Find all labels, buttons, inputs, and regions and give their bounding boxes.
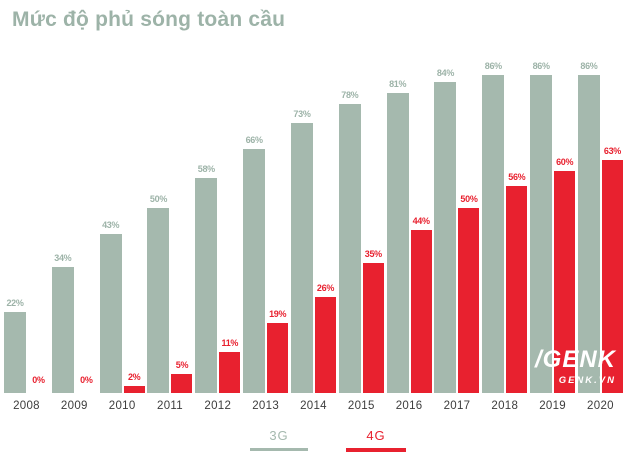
4g-value-label-2017: 50%: [460, 194, 478, 204]
3g-bar-2011: [147, 208, 170, 393]
genk-site-label: GENK.VN: [558, 375, 616, 386]
chart-legend: 3G 4G: [0, 428, 640, 460]
x-axis-label-2009: 2009: [60, 400, 88, 412]
4g-value-label-2016: 44%: [412, 216, 430, 226]
4g-value-label-2019: 60%: [556, 157, 574, 167]
4g-value-label-2010: 2%: [127, 372, 141, 382]
genk-logo: /GENK: [534, 346, 616, 373]
4g-bar-2013: [267, 323, 289, 393]
3g-bar-2015: [338, 104, 361, 393]
3g-bar-2020: [577, 75, 600, 393]
x-axis-label-2012: 2012: [204, 400, 232, 412]
3g-value-label-2019: 86%: [532, 61, 550, 71]
4g-value-label-2020: 63%: [603, 146, 622, 156]
4g-value-label-2012: 11%: [221, 338, 239, 348]
3g-bar-2014: [290, 123, 313, 393]
x-axis-label-2015: 2015: [347, 400, 375, 412]
4g-bar-2018: [506, 186, 528, 393]
3g-value-label-2013: 66%: [245, 135, 263, 145]
genk-watermark: /GENK GENK.VN: [468, 348, 616, 386]
x-axis-label-2008: 2008: [13, 400, 40, 412]
4g-bar-2019: [554, 171, 576, 393]
x-axis-label-2011: 2011: [157, 400, 183, 412]
legend-swatch-4g: [346, 448, 406, 452]
x-axis-label-2010: 2010: [108, 400, 136, 412]
3g-bar-2010: [99, 234, 122, 393]
4g-value-label-2011: 5%: [175, 360, 189, 370]
3g-bar-2018: [482, 75, 505, 393]
4g-value-label-2018: 56%: [508, 172, 526, 182]
legend-swatch-3g: [250, 448, 308, 451]
legend-item-4g: 4G: [346, 428, 406, 452]
3g-value-label-2010: 43%: [102, 220, 120, 230]
chart-title: Mức độ phủ sóng toàn cầu: [12, 8, 286, 31]
4g-bar-2020: [601, 160, 623, 393]
3g-value-label-2011: 50%: [149, 194, 168, 204]
4g-value-label-2008: 0%: [32, 375, 45, 385]
3g-bar-2013: [243, 149, 266, 393]
3g-value-label-2012: 58%: [197, 164, 215, 174]
4g-bar-2016: [410, 230, 432, 393]
4g-value-label-2015: 35%: [364, 249, 382, 259]
x-axis-label-2019: 2019: [539, 400, 567, 412]
3g-bar-2016: [386, 93, 409, 393]
4g-value-label-2009: 0%: [80, 375, 93, 385]
3g-bar-2009: [51, 267, 74, 393]
x-axis-label-2017: 2017: [443, 400, 471, 412]
4g-value-label-2014: 26%: [316, 283, 335, 293]
3g-value-label-2008: 22%: [6, 298, 24, 308]
x-axis-label-2014: 2014: [300, 400, 327, 412]
3g-bar-2017: [434, 82, 457, 393]
3g-value-label-2017: 84%: [436, 68, 455, 78]
legend-item-3g: 3G: [250, 428, 308, 451]
legend-label-4g: 4G: [366, 428, 386, 443]
4g-bar-2011: [171, 374, 193, 393]
4g-bar-2014: [314, 297, 336, 393]
3g-bar-2019: [530, 75, 553, 393]
x-axis-label-2020: 2020: [587, 400, 614, 412]
3g-value-label-2020: 86%: [580, 61, 598, 71]
4g-bar-2010: [123, 386, 145, 393]
x-axis-label-2016: 2016: [395, 400, 423, 412]
3g-value-label-2014: 73%: [293, 109, 311, 119]
legend-label-3g: 3G: [269, 428, 289, 443]
x-axis-label-2013: 2013: [252, 400, 280, 412]
3g-bar-2008: [4, 312, 26, 393]
4g-bar-2015: [362, 263, 384, 393]
4g-value-label-2013: 19%: [269, 309, 287, 319]
3g-value-label-2015: 78%: [341, 90, 359, 100]
x-axis-label-2018: 2018: [491, 400, 519, 412]
3g-value-label-2016: 81%: [389, 79, 407, 89]
3g-bar-2012: [195, 178, 218, 393]
4g-bar-2012: [219, 352, 241, 393]
3g-value-label-2018: 86%: [484, 61, 502, 71]
3g-value-label-2009: 34%: [54, 253, 72, 263]
4g-bar-2017: [458, 208, 480, 393]
